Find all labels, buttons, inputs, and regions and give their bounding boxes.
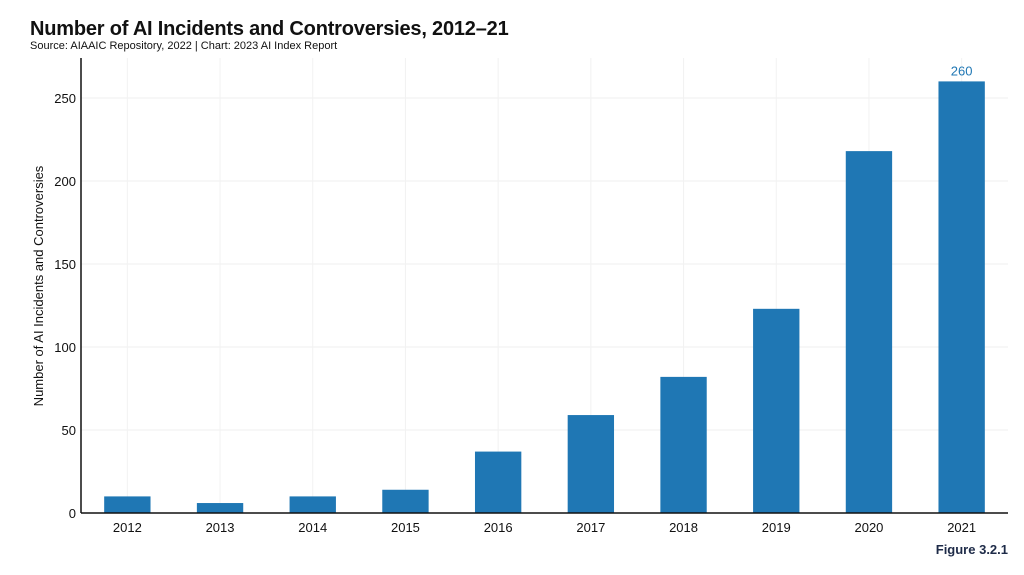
figure-label: Figure 3.2.1 xyxy=(935,542,1008,557)
x-tick-label: 2019 xyxy=(762,520,791,535)
x-tick-label: 2015 xyxy=(391,520,420,535)
chart-title: Number of AI Incidents and Controversies… xyxy=(30,18,509,40)
y-tick-labels: 0 50 100 150 200 250 xyxy=(54,91,76,521)
y-axis-label: Number of AI Incidents and Controversies xyxy=(31,165,46,406)
bar-2021 xyxy=(938,81,985,514)
axes xyxy=(80,58,1008,514)
bar-2020 xyxy=(845,151,893,513)
data-labels: 260 xyxy=(951,63,973,78)
bar-2013 xyxy=(196,503,244,513)
x-tick-labels: 2012 2013 2014 2015 2016 2017 2018 2019 2020 2021 xyxy=(113,520,976,535)
y-tick-label: 250 xyxy=(54,91,76,106)
data-label-2021: 260 xyxy=(951,63,973,78)
bar-2015 xyxy=(382,489,429,513)
bar-2018 xyxy=(660,376,707,513)
y-tick-label: 200 xyxy=(54,174,76,189)
x-tick-label: 2013 xyxy=(206,520,235,535)
bars xyxy=(104,81,985,514)
x-tick-label: 2014 xyxy=(298,520,327,535)
y-tick-label: 50 xyxy=(62,423,76,438)
bar-2017 xyxy=(567,415,615,513)
bar-2014 xyxy=(289,496,336,513)
x-tick-label: 2021 xyxy=(947,520,976,535)
y-tick-label: 150 xyxy=(54,257,76,272)
x-tick-label: 2016 xyxy=(484,520,513,535)
y-tick-label: 0 xyxy=(69,506,76,521)
y-tick-label: 100 xyxy=(54,340,76,355)
x-tick-label: 2012 xyxy=(113,520,142,535)
bar-2016 xyxy=(474,451,522,513)
bar-2019 xyxy=(753,308,800,513)
chart-subtitle: Source: AIAAIC Repository, 2022 | Chart:… xyxy=(30,40,338,52)
x-tick-label: 2017 xyxy=(576,520,605,535)
bar-2012 xyxy=(104,496,151,513)
x-tick-label: 2020 xyxy=(854,520,883,535)
x-tick-label: 2018 xyxy=(669,520,698,535)
